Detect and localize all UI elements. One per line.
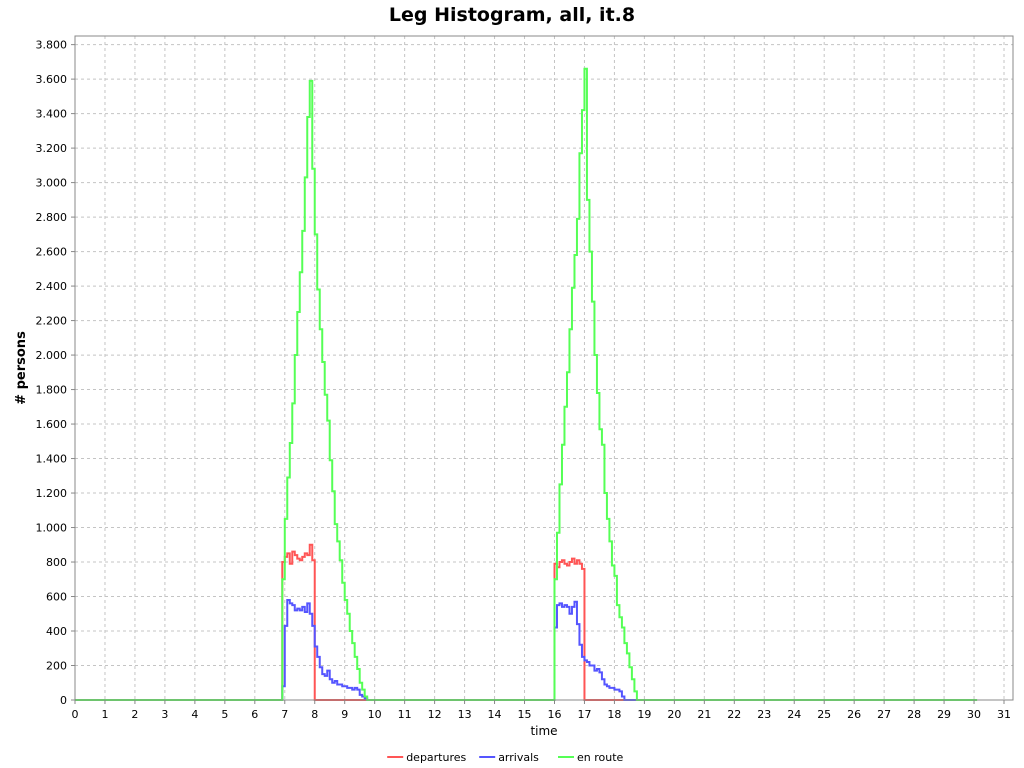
- x-tick-label: 4: [191, 708, 198, 721]
- y-tick-label: 800: [46, 556, 67, 569]
- y-tick-label: 1.400: [36, 453, 68, 466]
- legend: departures arrivals en route: [387, 751, 624, 764]
- x-tick-label: 28: [907, 708, 921, 721]
- y-tick-label: 2.600: [36, 246, 68, 259]
- x-tick-label: 11: [398, 708, 412, 721]
- plot-border: [74, 35, 1014, 701]
- x-tick-label: 25: [817, 708, 831, 721]
- x-tick-label: 13: [458, 708, 472, 721]
- y-tick-label: 1.000: [36, 522, 68, 535]
- legend-label: arrivals: [498, 751, 539, 764]
- x-tick-label: 1: [101, 708, 108, 721]
- y-tick-label: 200: [46, 660, 67, 673]
- x-tick-label: 9: [341, 708, 348, 721]
- y-tick-label: 600: [46, 591, 67, 604]
- x-tick-label: 10: [368, 708, 382, 721]
- x-tick-label: 0: [72, 708, 79, 721]
- y-axis-label: # persons: [14, 331, 29, 405]
- y-tick-label: 3.200: [36, 142, 68, 155]
- y-tick-label: 3.800: [36, 39, 68, 52]
- x-tick-label: 22: [727, 708, 741, 721]
- x-tick-label: 27: [877, 708, 891, 721]
- x-tick-label: 2: [131, 708, 138, 721]
- x-tick-label: 17: [577, 708, 591, 721]
- x-tick-label: 23: [757, 708, 771, 721]
- y-tick-label: 2.400: [36, 280, 68, 293]
- x-tick-label: 18: [607, 708, 621, 721]
- y-tick-label: 3.600: [36, 73, 68, 86]
- x-tick-label: 24: [787, 708, 801, 721]
- x-tick-label: 16: [547, 708, 561, 721]
- y-tick-label: 3.400: [36, 108, 68, 121]
- x-tick-label: 6: [251, 708, 258, 721]
- y-tick-label: 1.800: [36, 384, 68, 397]
- x-tick-label: 5: [221, 708, 228, 721]
- x-tick-label: 3: [161, 708, 168, 721]
- y-tick-label: 1.200: [36, 487, 68, 500]
- y-tick-label: 2.200: [36, 315, 68, 328]
- x-tick-label: 8: [311, 708, 318, 721]
- y-tick-label: 400: [46, 625, 67, 638]
- x-tick-label: 30: [967, 708, 981, 721]
- y-tick-label: 0: [60, 694, 67, 707]
- y-tick-label: 1.600: [36, 418, 68, 431]
- x-tick-label: 21: [697, 708, 711, 721]
- chart-title: Leg Histogram, all, it.8: [389, 4, 635, 26]
- legend-label: departures: [406, 751, 466, 764]
- grid-layer: [75, 36, 1013, 700]
- x-tick-label: 12: [428, 708, 442, 721]
- x-tick-label: 15: [518, 708, 532, 721]
- x-tick-label: 31: [997, 708, 1011, 721]
- y-tick-label: 2.000: [36, 349, 68, 362]
- x-tick-label: 7: [281, 708, 288, 721]
- x-tick-label: 19: [637, 708, 651, 721]
- legend-label: en route: [577, 751, 624, 764]
- y-axis-ticks: 0 200 400 600 800 1.000 1.200 1.400 1.600 1.800 2.…: [36, 39, 75, 707]
- x-tick-label: 14: [488, 708, 502, 721]
- x-axis-ticks: 0 1 2 3 4 5 6 7 8 9 10 11 12 13 14 15 16 17 18 19 20 21 22 23 24…: [72, 700, 1011, 721]
- plot-area: [75, 36, 1013, 700]
- y-tick-label: 2.800: [36, 211, 68, 224]
- x-tick-label: 26: [847, 708, 861, 721]
- y-tick-label: 3.000: [36, 177, 68, 190]
- x-axis-label: time: [530, 724, 557, 738]
- x-tick-label: 20: [667, 708, 681, 721]
- x-tick-label: 29: [937, 708, 951, 721]
